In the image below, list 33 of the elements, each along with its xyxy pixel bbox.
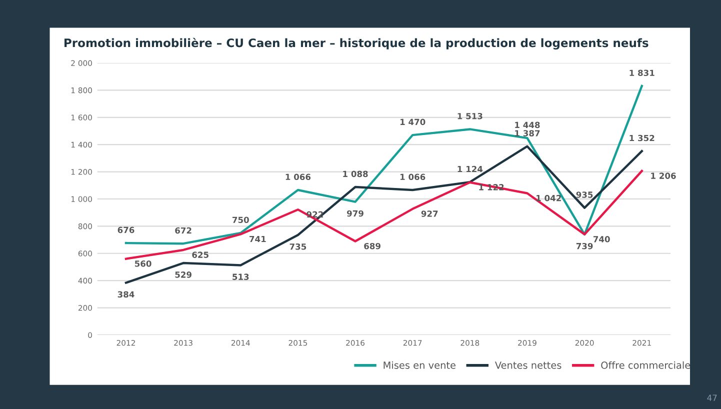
legend-label: Ventes nettes	[494, 362, 562, 369]
data-label: 1 448	[515, 122, 540, 128]
data-label: 1 352	[630, 134, 654, 142]
data-label: 1 470	[400, 118, 426, 126]
data-label: 560	[134, 260, 152, 267]
data-label: 1 387	[515, 130, 540, 136]
data-label: 979	[347, 210, 364, 217]
data-label: 1 042	[536, 194, 561, 202]
data-label: 1 124	[458, 166, 483, 172]
data-label: 750	[232, 216, 249, 224]
data-label: 513	[232, 274, 249, 280]
data-label: 739	[576, 242, 593, 250]
data-label: 1 831	[630, 70, 654, 76]
data-label: 689	[364, 242, 380, 250]
data-label: 676	[118, 226, 134, 234]
data-label: 735	[290, 243, 306, 250]
data-label: 1 088	[343, 170, 368, 178]
data-label: 384	[118, 291, 134, 298]
data-label: 625	[192, 252, 208, 258]
data-label: 1 206	[651, 172, 676, 179]
data-label: 740	[593, 236, 610, 242]
legend-label: Mises en vente	[384, 361, 456, 369]
chart-title: Promotion immobilière – CU Caen la mer – historique de la production de logements neufs	[64, 38, 648, 50]
legend-label: Offre commerciale	[601, 361, 690, 369]
data-label: 1 066	[400, 174, 426, 180]
data-label: 529	[175, 272, 192, 278]
data-label: 935	[576, 192, 593, 198]
data-label: 1 513	[458, 112, 482, 120]
data-label: 672	[175, 227, 192, 234]
data-label: 741	[250, 236, 266, 242]
text: 47	[707, 394, 717, 401]
data-label: 927	[421, 210, 438, 217]
data-label: 1 066	[286, 174, 311, 180]
